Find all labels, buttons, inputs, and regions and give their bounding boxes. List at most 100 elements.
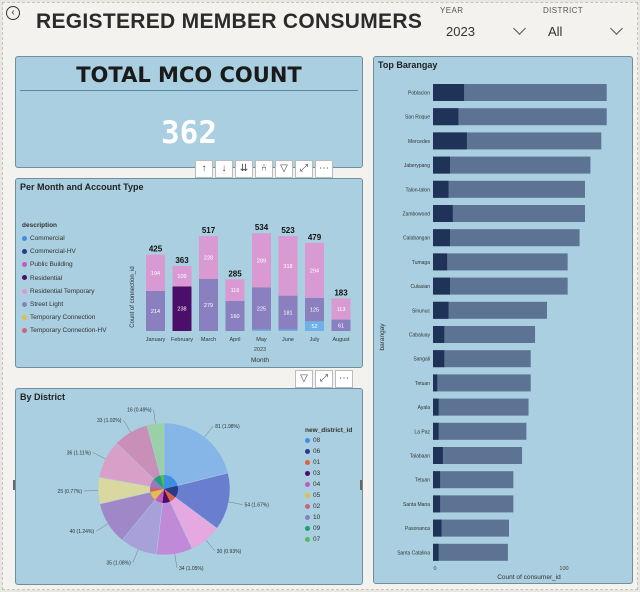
barangay-bar[interactable] <box>433 519 509 537</box>
bar-segment[interactable] <box>199 236 218 279</box>
bar-segment[interactable] <box>331 319 351 331</box>
bar-segment[interactable] <box>252 287 271 330</box>
barangay-bar-inner[interactable] <box>433 495 441 513</box>
barangay-bar-inner[interactable] <box>433 84 465 101</box>
bar-segment[interactable] <box>278 236 298 296</box>
bar-segment[interactable] <box>172 266 192 287</box>
barangay-bar[interactable] <box>433 205 585 222</box>
barangay-bar-inner[interactable] <box>433 398 439 416</box>
resize-handle[interactable] <box>13 480 15 490</box>
legend-item[interactable]: Street Light <box>22 301 63 308</box>
pie-slice[interactable] <box>146 422 165 490</box>
legend-item[interactable]: Residential <box>22 275 62 282</box>
barangay-bar-inner[interactable] <box>433 519 442 537</box>
barangay-bar[interactable] <box>433 253 568 271</box>
top-barangay-chart[interactable]: Top Barangay barangay Count of consumer_… <box>373 56 633 584</box>
resize-handle[interactable] <box>360 480 362 490</box>
bar-segment[interactable] <box>225 279 245 302</box>
district-slicer[interactable]: All <box>548 24 563 39</box>
district-legend-item[interactable]: 09 <box>305 525 320 532</box>
barangay-bar-inner[interactable] <box>433 471 441 489</box>
district-legend-item[interactable]: 10 <box>305 514 320 521</box>
barangay-bar-inner[interactable] <box>433 374 438 392</box>
pie-core-slice[interactable] <box>160 475 164 489</box>
bar-segment[interactable] <box>225 301 245 331</box>
barangay-bar-inner[interactable] <box>433 229 450 247</box>
drill-down-icon[interactable]: ↓ <box>215 160 233 178</box>
bar-segment[interactable] <box>146 290 165 331</box>
expand-next-level-icon[interactable]: ⇊ <box>235 160 253 178</box>
legend-item[interactable]: Commercial <box>22 235 65 242</box>
barangay-bar[interactable] <box>433 229 580 247</box>
barangay-bar-inner[interactable] <box>433 205 453 222</box>
district-legend-item[interactable]: 05 <box>305 492 320 499</box>
barangay-bar[interactable] <box>433 374 531 392</box>
bar-segment[interactable] <box>305 242 324 298</box>
filter-icon[interactable]: ▽ <box>295 370 313 388</box>
barangay-bar[interactable] <box>433 132 602 150</box>
barangay-bar-inner[interactable] <box>433 277 450 295</box>
barangay-bar-inner[interactable] <box>433 301 449 319</box>
mco-card[interactable]: TOTAL MCO COUNT 362 <box>15 56 363 168</box>
barangay-bar[interactable] <box>433 156 591 174</box>
pie-core-slice[interactable] <box>155 489 164 503</box>
district-legend-item[interactable]: 03 <box>305 470 320 477</box>
barangay-bar[interactable] <box>433 447 523 464</box>
district-legend-item[interactable]: 08 <box>305 437 320 444</box>
bar-segment[interactable] <box>278 329 298 331</box>
per-month-chart[interactable]: Per Month and Account Type description C… <box>15 178 363 368</box>
barangay-bar-inner[interactable] <box>433 326 445 343</box>
pie-slice[interactable] <box>163 422 229 490</box>
barangay-bar[interactable] <box>433 398 529 416</box>
legend-item[interactable]: Commercial-HV <box>22 248 76 255</box>
barangay-bar-inner[interactable] <box>433 132 467 150</box>
barangay-bar[interactable] <box>433 422 527 440</box>
barangay-bar-inner[interactable] <box>433 180 449 198</box>
district-legend-item[interactable]: 07 <box>305 536 320 543</box>
pie-core-slice[interactable] <box>153 475 164 489</box>
legend-item[interactable]: Public Building <box>22 261 73 268</box>
barangay-bar[interactable] <box>433 277 568 295</box>
legend-item[interactable]: Residential Temporary <box>22 288 95 295</box>
expand-hierarchy-icon[interactable]: ⑃ <box>255 160 273 178</box>
barangay-bar-inner[interactable] <box>433 447 443 464</box>
bar-segment[interactable] <box>278 295 298 330</box>
barangay-bar-inner[interactable] <box>433 156 450 174</box>
barangay-bar-inner[interactable] <box>433 422 439 440</box>
barangay-bar[interactable] <box>433 326 536 343</box>
barangay-bar[interactable] <box>433 350 531 368</box>
bar-segment[interactable] <box>172 286 192 331</box>
bar-segment[interactable] <box>305 297 324 322</box>
barangay-bar[interactable] <box>433 301 547 319</box>
bar-segment[interactable] <box>146 254 165 291</box>
pie-core-slice[interactable] <box>164 485 178 498</box>
filter-icon[interactable]: ▽ <box>275 160 293 178</box>
pie-core-slice[interactable] <box>150 479 164 489</box>
pie-core-slice[interactable] <box>150 489 164 500</box>
more-options-icon[interactable]: ⋯ <box>315 160 333 178</box>
bar-segment[interactable] <box>305 321 324 331</box>
barangay-bar[interactable] <box>433 471 514 489</box>
year-slicer[interactable]: 2023 <box>446 24 475 39</box>
pie-slice[interactable] <box>163 472 231 529</box>
barangay-bar[interactable] <box>433 543 508 561</box>
barangay-bar-inner[interactable] <box>433 543 439 561</box>
barangay-bar[interactable] <box>433 108 607 126</box>
back-icon[interactable]: ‹ <box>6 6 20 20</box>
by-district-chart[interactable]: By District new_district_id 08 06 01 03 04 05… <box>15 388 363 585</box>
focus-mode-icon[interactable]: ⤢ <box>295 160 313 178</box>
bar-segment[interactable] <box>199 278 218 331</box>
barangay-bar-inner[interactable] <box>433 253 448 271</box>
drill-up-icon[interactable]: ↑ <box>195 160 213 178</box>
barangay-bar[interactable] <box>433 495 514 513</box>
district-legend-item[interactable]: 02 <box>305 503 320 510</box>
district-legend-item[interactable]: 01 <box>305 459 320 466</box>
district-legend-item[interactable]: 04 <box>305 481 320 488</box>
more-options-icon[interactable]: ⋯ <box>335 370 353 388</box>
bar-segment[interactable] <box>252 233 271 288</box>
barangay-bar[interactable] <box>433 180 585 198</box>
barangay-bar-inner[interactable] <box>433 108 459 126</box>
bar-segment[interactable] <box>252 329 271 331</box>
pie-core-slice[interactable] <box>164 475 178 489</box>
pie-core-slice[interactable] <box>150 486 164 493</box>
